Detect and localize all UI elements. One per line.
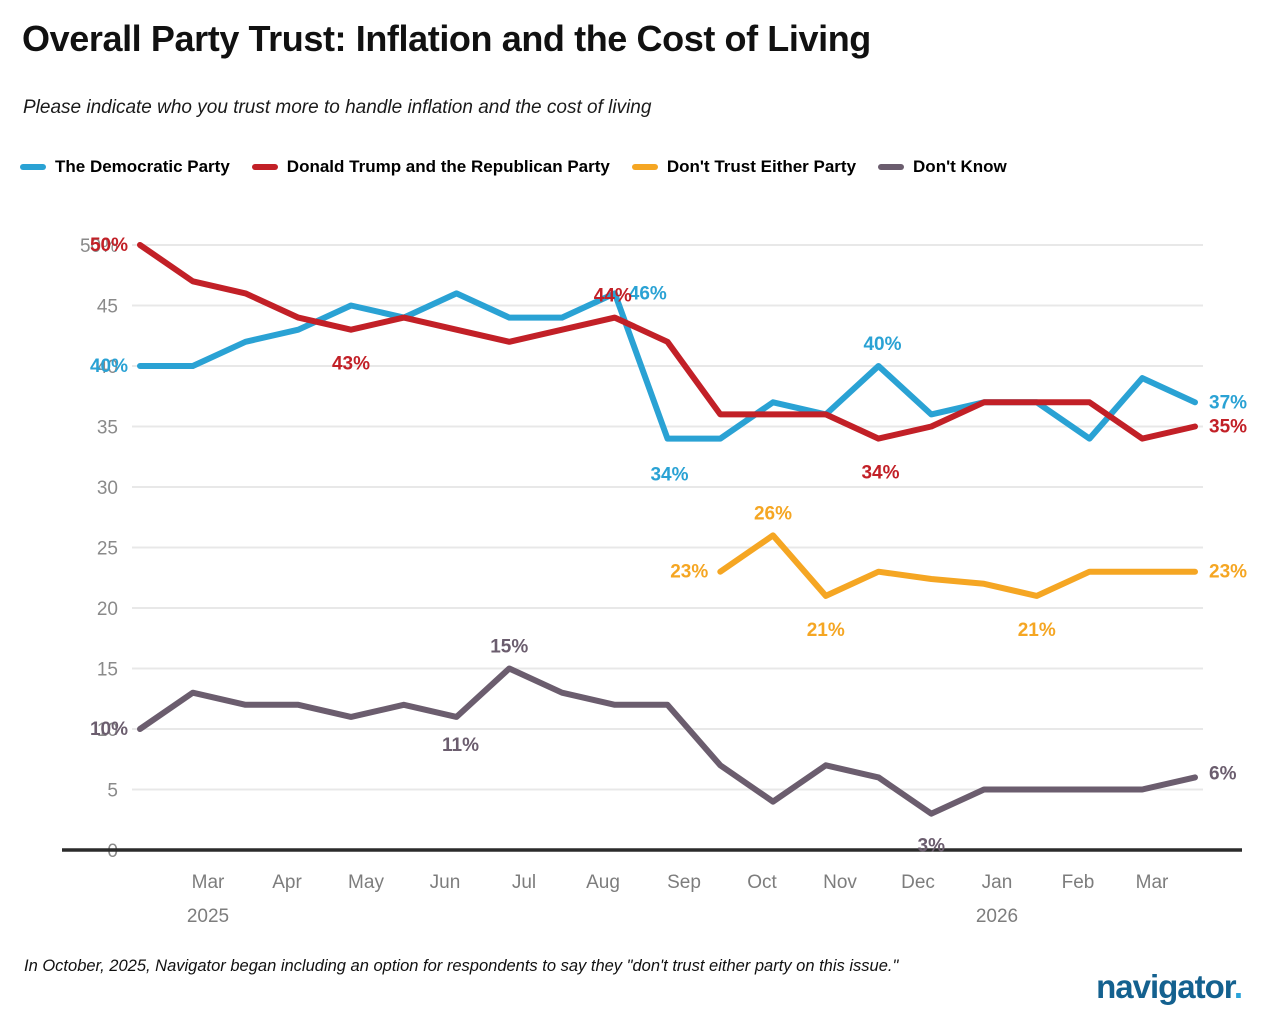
x-axis-tick-label: Jun <box>430 872 461 893</box>
x-axis-tick-label: Jan <box>982 872 1013 893</box>
data-point-label: 37% <box>1209 392 1247 413</box>
y-axis-tick-label: 40 <box>97 357 118 378</box>
x-axis-year-label: 2026 <box>976 906 1018 927</box>
logo-text: navigator <box>1096 968 1235 1005</box>
chart-legend: The Democratic Party Donald Trump and the… <box>20 150 1250 184</box>
legend-label: Donald Trump and the Republican Party <box>286 157 610 176</box>
data-point-label: 15% <box>490 637 528 658</box>
data-point-label: 40% <box>90 356 128 377</box>
legend-item[interactable]: The Democratic Party <box>20 150 230 184</box>
legend-item[interactable]: Donald Trump and the Republican Party <box>251 150 610 184</box>
y-axis-tick-label: 45 <box>97 297 118 318</box>
x-axis-tick-label: Jul <box>512 872 536 893</box>
x-axis-tick-label: Apr <box>272 872 302 893</box>
data-point-label: 43% <box>332 354 370 375</box>
x-axis-tick-label: Oct <box>747 872 777 893</box>
data-point-label: 26% <box>754 503 792 524</box>
legend-swatch-icon <box>878 164 905 170</box>
x-axis-tick-label: Aug <box>586 872 620 893</box>
navigator-logo: navigator. <box>1096 968 1243 1006</box>
data-point-label: 21% <box>1018 620 1056 641</box>
x-axis-tick-label: Mar <box>192 872 225 893</box>
page-title: Overall Party Trust: Inflation and the C… <box>22 18 871 59</box>
x-axis-tick-label: Mar <box>1136 872 1169 893</box>
series-line-2 <box>717 532 1198 599</box>
page-subtitle: Please indicate who you trust more to ha… <box>23 97 652 118</box>
data-point-label: 11% <box>442 735 479 756</box>
line-chart-svg: 05101520253035404550%Mar2025AprMayJunJul… <box>62 235 1247 927</box>
legend-label: Don't Trust Either Party <box>666 157 857 176</box>
data-point-label: 34% <box>861 463 899 484</box>
x-axis-tick-label: Nov <box>823 872 857 893</box>
data-point-label: 10% <box>90 719 128 740</box>
data-point-label: 3% <box>918 836 946 857</box>
data-point-label: 35% <box>1209 417 1247 438</box>
y-axis-tick-label: 25 <box>97 539 118 560</box>
x-axis-tick-label: Sep <box>667 872 701 893</box>
legend-label: The Democratic Party <box>55 157 230 176</box>
y-axis-tick-label: 10 <box>97 720 118 741</box>
y-axis-tick-label: 50% <box>80 236 118 257</box>
y-axis-tick-label: 5 <box>107 781 118 802</box>
logo-dot: . <box>1233 968 1243 1005</box>
data-point-label: 6% <box>1209 763 1237 784</box>
x-axis-tick-label: May <box>348 872 384 893</box>
x-axis-tick-label: Dec <box>901 872 935 893</box>
y-axis-tick-label: 15 <box>97 660 118 681</box>
x-axis-tick-label: Feb <box>1062 872 1095 893</box>
data-point-label: 44% <box>594 286 632 307</box>
series-line-1 <box>137 242 1198 442</box>
legend-item[interactable]: Don't Trust Either Party <box>631 150 857 184</box>
data-point-label: 46% <box>629 283 667 304</box>
legend-swatch-icon <box>20 164 46 170</box>
x-axis-year-label: 2025 <box>187 906 229 927</box>
y-axis-tick-label: 30 <box>97 478 118 499</box>
chart-plot-area: 05101520253035404550%Mar2025AprMayJunJul… <box>0 228 1264 928</box>
data-point-label: 40% <box>863 334 901 355</box>
y-axis-tick-label: 20 <box>97 599 118 620</box>
legend-label: Don't Know <box>913 157 1007 176</box>
y-axis-tick-label: 35 <box>97 418 118 439</box>
footnote: In October, 2025, Navigator began includ… <box>24 957 899 975</box>
legend-item[interactable]: Don't Know <box>878 150 1007 184</box>
data-point-label: 34% <box>650 465 688 486</box>
data-point-label: 21% <box>807 620 845 641</box>
legend-swatch-icon <box>631 164 658 170</box>
data-point-label: 23% <box>670 562 708 583</box>
legend-swatch-icon <box>251 164 278 170</box>
data-point-label: 50% <box>90 235 128 256</box>
data-point-label: 23% <box>1209 562 1247 583</box>
series-line-3 <box>137 665 1198 817</box>
